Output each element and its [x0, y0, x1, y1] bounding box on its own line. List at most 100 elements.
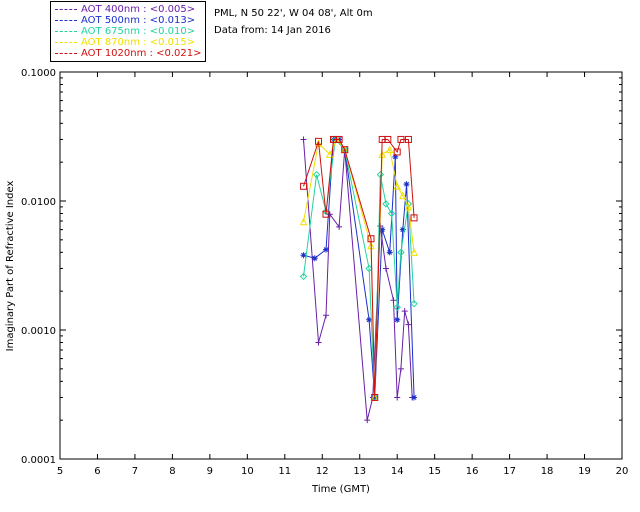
x-tick-label: 16	[466, 466, 479, 477]
series-line	[303, 139, 415, 398]
data-point	[399, 226, 406, 233]
legend-label: AOT 870nm : <0.015>	[81, 37, 196, 48]
y-tick-label: 0.1000	[21, 68, 56, 79]
x-tick-label: 19	[578, 466, 591, 477]
data-point	[397, 248, 405, 257]
data-point	[401, 308, 408, 315]
data-point	[325, 150, 334, 158]
data-point	[387, 209, 396, 218]
series-2	[299, 135, 418, 402]
data-point	[392, 153, 399, 160]
legend-swatch	[55, 25, 77, 32]
y-axis-label: Imaginary Part of Refractive Index	[5, 181, 16, 352]
x-tick-label: 10	[241, 466, 254, 477]
legend-label: AOT 500nm : <0.013>	[81, 15, 196, 26]
data-point	[384, 135, 392, 143]
data-point	[322, 207, 330, 216]
data-point	[410, 299, 418, 308]
data-point	[322, 210, 330, 218]
x-tick-label: 14	[391, 466, 404, 477]
x-axis-label: Time (GMT)	[311, 484, 370, 495]
x-tick-label: 5	[57, 466, 63, 477]
legend-item-400nm: AOT 400nm : <0.005>	[55, 4, 195, 15]
data-point	[394, 394, 401, 401]
data-point	[397, 365, 404, 372]
x-tick-label: 8	[169, 466, 175, 477]
data-point	[390, 297, 397, 304]
series-layer	[299, 135, 418, 424]
data-point	[364, 417, 371, 424]
legend-label: AOT 400nm : <0.005>	[81, 4, 196, 15]
data-point	[326, 211, 333, 218]
data-point	[366, 316, 373, 323]
plot-frame	[59, 71, 623, 460]
data-point	[393, 148, 401, 156]
data-point	[393, 303, 401, 311]
legend-swatch	[55, 3, 77, 10]
y-tick-label: 0.0001	[21, 455, 56, 466]
x-tick-label: 12	[316, 466, 329, 477]
data-point	[397, 135, 405, 143]
data-point	[404, 202, 413, 211]
legend-item-1020nm: AOT 1020nm : <0.021>	[55, 48, 201, 59]
series-line	[303, 139, 415, 398]
data-point	[411, 394, 418, 401]
data-point	[382, 200, 390, 208]
x-tick-label: 13	[353, 466, 366, 477]
legend-label: AOT 675nm : <0.010>	[81, 26, 196, 37]
x-tick-label: 15	[428, 466, 441, 477]
data-point	[299, 217, 308, 226]
x-tick-label: 18	[541, 466, 554, 477]
legend-item-675nm: AOT 675nm : <0.010>	[55, 26, 195, 37]
data-point	[386, 249, 393, 256]
legend-label: AOT 1020nm : <0.021>	[81, 48, 202, 59]
data-point	[300, 136, 307, 143]
data-point	[410, 248, 418, 256]
data-point	[299, 272, 308, 281]
data-point	[300, 252, 307, 259]
y-tick-label: 0.0100	[21, 197, 56, 208]
data-point	[410, 214, 418, 222]
x-tick-label: 9	[207, 466, 213, 477]
series-line	[303, 138, 415, 398]
data-point	[376, 170, 385, 179]
data-point	[300, 182, 308, 190]
legend-item-870nm: AOT 870nm : <0.015>	[55, 37, 195, 48]
y-axis: 0.0001 0.0010 0.0100 0.1000	[21, 68, 622, 466]
data-point	[335, 135, 343, 143]
y-tick-label: 0.0010	[21, 326, 56, 337]
series-line	[303, 138, 415, 398]
data-point	[393, 182, 402, 190]
legend-swatch	[55, 36, 77, 43]
x-tick-label: 20	[616, 466, 629, 477]
data-point	[403, 181, 410, 188]
data-point	[378, 150, 387, 158]
data-point	[323, 312, 330, 319]
data-point	[385, 145, 394, 154]
data-point	[405, 321, 412, 328]
data-point	[323, 246, 330, 253]
data-point	[394, 316, 401, 323]
data-point	[382, 265, 389, 272]
x-tick-label: 7	[132, 466, 138, 477]
location-info: PML, N 50 22', W 04 08', Alt 0m	[214, 8, 373, 19]
x-tick-label: 11	[278, 466, 291, 477]
x-tick-label: 17	[503, 466, 516, 477]
data-point	[311, 255, 318, 262]
series-4	[300, 135, 418, 401]
x-tick-label: 6	[94, 466, 100, 477]
date-info: Data from: 14 Jan 2016	[214, 25, 331, 36]
data-point	[404, 135, 412, 143]
x-axis: 5 6 7 8 9 10 11 12 13 14 15 16 17 18 19 20	[57, 72, 629, 477]
data-point	[315, 137, 323, 145]
data-point	[312, 170, 321, 179]
legend: AOT 400nm : <0.005> AOT 500nm : <0.013> …	[50, 1, 206, 62]
data-point	[367, 235, 375, 243]
data-point	[371, 393, 379, 401]
legend-swatch	[55, 14, 77, 21]
legend-swatch	[55, 47, 77, 54]
legend-item-500nm: AOT 500nm : <0.013>	[55, 15, 195, 26]
data-point	[336, 223, 343, 230]
data-point	[399, 191, 407, 200]
